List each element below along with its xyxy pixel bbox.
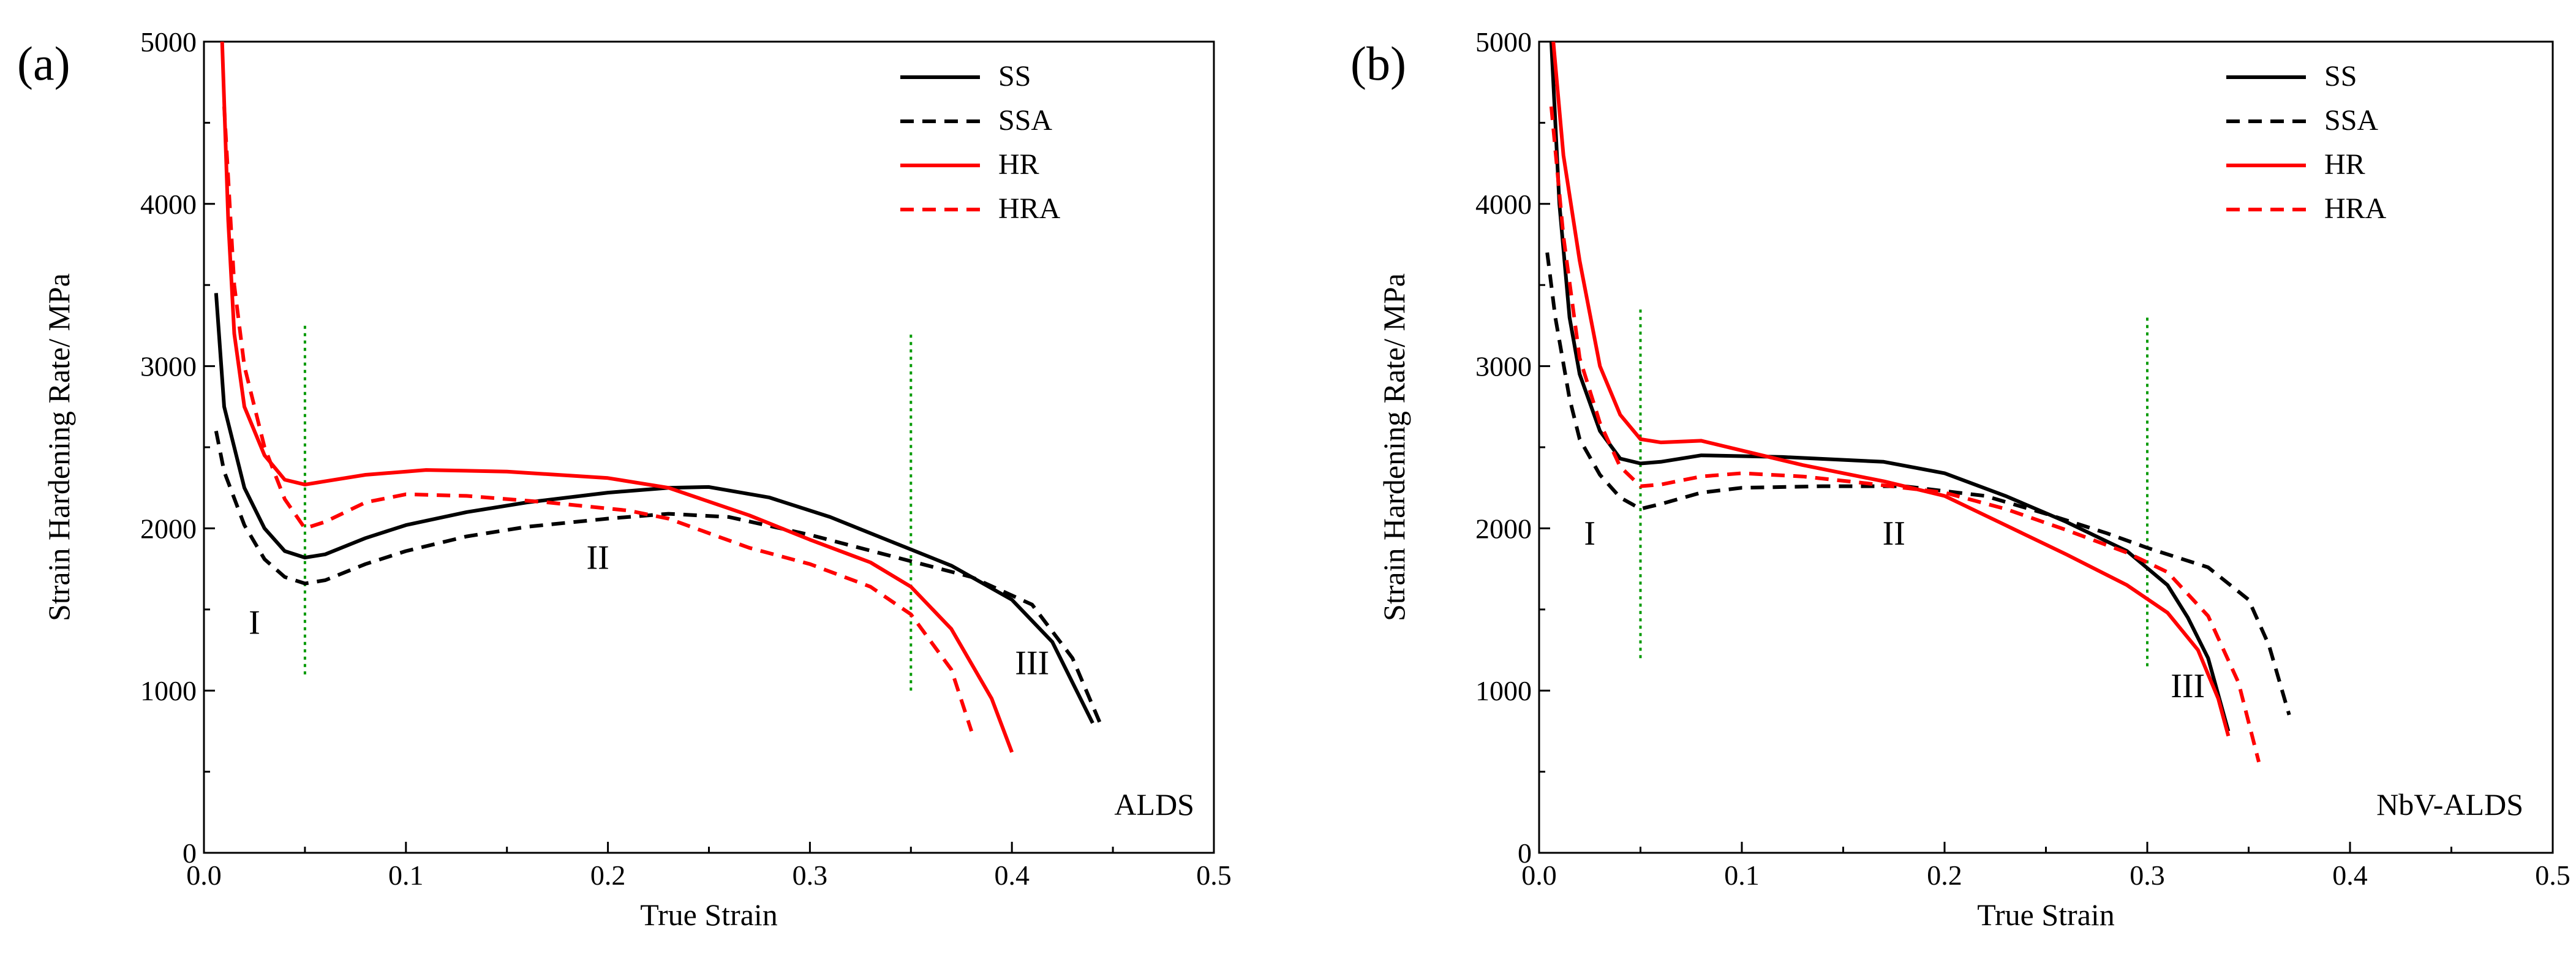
sample-tag: NbV-ALDS (2376, 787, 2523, 822)
y-tick-label: 2000 (140, 513, 197, 544)
y-tick-label: 3000 (1475, 351, 1532, 382)
y-axis-title: Strain Hardening Rate/ MPa (1377, 273, 1411, 621)
series-line-hra (222, 106, 974, 732)
x-tick-label: 0.2 (1927, 860, 1962, 891)
y-tick-label: 3000 (140, 351, 197, 382)
y-tick-label: 0 (1518, 838, 1532, 869)
legend-label: SSA (998, 104, 1052, 137)
legend-label: HRA (2324, 192, 2387, 225)
x-tick-label: 0.5 (2535, 860, 2570, 891)
series-line-ssa (214, 430, 1105, 730)
plot-frame (203, 40, 1215, 854)
y-tick-label: 4000 (140, 189, 197, 220)
x-tick-label: 0.0 (1521, 860, 1557, 891)
series-line-hr (1551, 42, 2231, 737)
region-label: III (2171, 667, 2205, 705)
y-tick-label: 1000 (140, 675, 197, 706)
sample-tag: ALDS (1114, 787, 1194, 822)
x-axis-title: True Strain (640, 898, 778, 932)
x-tick-label: 0.4 (2332, 860, 2368, 891)
series-group (214, 42, 1105, 753)
x-tick-label: 0.2 (590, 860, 626, 891)
legend-label: SS (998, 60, 1031, 93)
series-line-hr (220, 42, 1014, 753)
y-tick-label: 2000 (1475, 513, 1532, 544)
x-tick-label: 0.3 (2130, 860, 2165, 891)
y-tick-label: 5000 (1475, 26, 1532, 58)
series-line-ssa (1545, 252, 2291, 716)
x-tick-label: 0.1 (388, 860, 424, 891)
x-axis-title: True Strain (1977, 898, 2115, 932)
y-axis-title: Strain Hardening Rate/ MPa (42, 273, 76, 621)
region-label: I (249, 604, 260, 642)
x-tick-label: 0.5 (1196, 860, 1232, 891)
y-tick-label: 0 (183, 838, 197, 869)
legend-label: HRA (998, 192, 1061, 225)
region-label: I (1584, 515, 1595, 553)
series-line-ss (214, 293, 1094, 724)
region-label: II (1883, 515, 1905, 553)
chart-panel-b: 0.0 0.1 0.2 0.3 0.4 0.5 0 1000 2000 3000 4000 5000 T… (1350, 26, 2570, 932)
series-group (1545, 42, 2291, 763)
y-tick-label: 4000 (1475, 189, 1532, 220)
legend: SS SSA HR HRA (900, 60, 1061, 225)
x-tick-label: 0.0 (186, 860, 222, 891)
panel-label: (a) (17, 37, 70, 90)
x-tick-label: 0.3 (793, 860, 828, 891)
chart-panel-a: 0.0 0.1 0.2 0.3 0.4 0.5 0 1000 2000 3000 4000 5000 T… (17, 26, 1232, 932)
region-label: II (586, 539, 609, 577)
region-label: III (1015, 645, 1049, 683)
series-line-ss (1549, 42, 2231, 732)
legend: SS SSA HR HRA (2226, 60, 2387, 225)
legend-label: HR (2324, 148, 2365, 181)
plot-frame (1538, 40, 2554, 854)
legend-label: HR (998, 148, 1039, 181)
legend-label: SS (2324, 60, 2357, 93)
y-tick-label: 1000 (1475, 675, 1532, 706)
series-line-hra (1549, 106, 2261, 763)
y-tick-label: 5000 (140, 26, 197, 58)
x-tick-label: 0.1 (1724, 860, 1760, 891)
x-tick-label: 0.4 (994, 860, 1030, 891)
legend-label: SSA (2324, 104, 2378, 137)
panel-label: (b) (1350, 37, 1406, 90)
